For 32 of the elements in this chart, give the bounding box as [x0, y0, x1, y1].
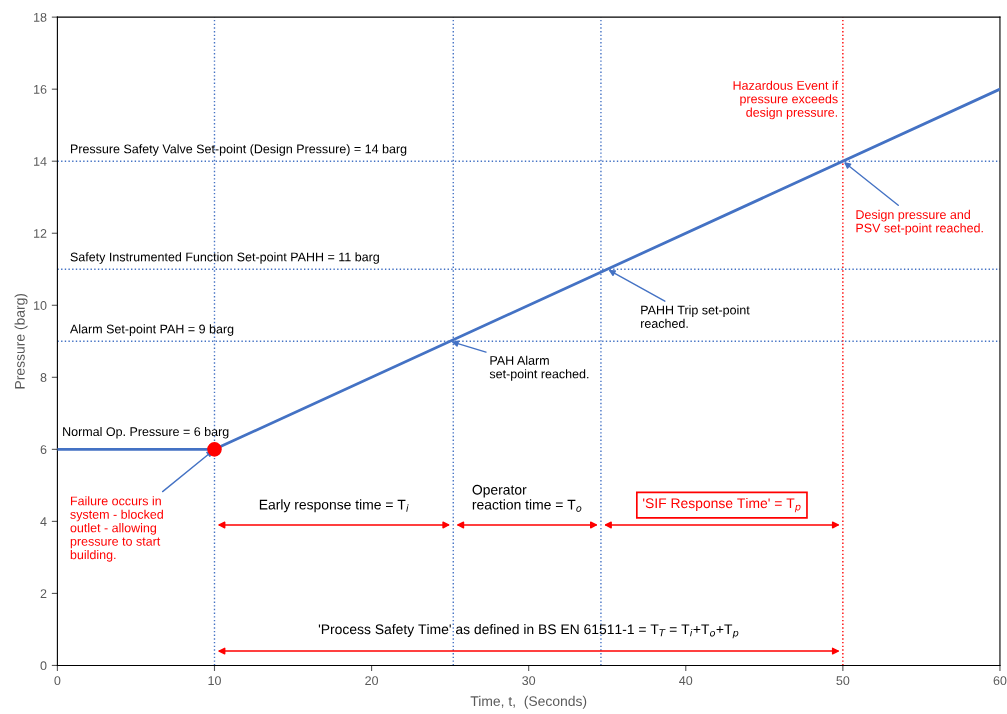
y-tick-label: 16	[34, 84, 47, 94]
y-tick-label: 12	[34, 229, 47, 238]
y-tick-label: 8	[40, 373, 47, 382]
annotation: Operator reaction time = T$_{o}$	[472, 484, 582, 512]
ref-line-label: Safety Instrumented Function Set-point PAHH = 11 barg	[70, 252, 379, 264]
y-axis-title: Pressure (barg)	[14, 293, 28, 389]
x-tick-label: 50	[836, 676, 850, 686]
annotation: 'SIF Response Time' = T$_{p}$	[643, 497, 801, 513]
ref-line-label: Hazardous Event if pressure exceeds design pressure.	[733, 80, 839, 120]
annotation: 'Process Safety Time' as defined in BS EN 61511-1 = T$_{T}$ = T$_{i}$+T$_{o}$+T$_{p}$	[318, 623, 739, 639]
ref-line-label: Alarm Set-point PAH = 9 barg	[69, 324, 234, 336]
y-tick-label: 0	[40, 661, 47, 671]
annotation: Early response time = T$_{i}$	[259, 499, 409, 513]
y-tick-label: 4	[40, 517, 47, 526]
x-tick-label: 10	[208, 676, 221, 686]
x-tick-label: 20	[365, 676, 379, 686]
y-tick-label: 14	[34, 157, 47, 166]
x-tick-label: 30	[522, 676, 536, 686]
y-tick-label: 10	[34, 301, 47, 310]
annotation: PAH Alarm set-point reached.	[489, 355, 589, 381]
ref-line-label: Pressure Safety Valve Set-point (Design Pressure) = 14 barg	[70, 144, 407, 156]
x-tick-label: 0	[54, 676, 61, 686]
y-tick-label: 18	[34, 12, 47, 22]
y-tick-label: 2	[40, 589, 47, 598]
y-tick-label: 6	[40, 445, 47, 454]
annotation: Design pressure and PSV set-point reached.	[856, 209, 983, 235]
x-tick-label: 40	[679, 676, 693, 686]
annotation: Normal Op. Pressure = 6 barg	[63, 426, 229, 439]
annotation: Failure occurs in system - blocked outlet - allowing pressure to start building.	[70, 496, 163, 562]
annotation: PAHH Trip set-point reached.	[641, 305, 750, 328]
x-axis-title: Time, t, (Seconds)	[470, 695, 587, 709]
x-tick-label: 60	[993, 676, 1007, 686]
